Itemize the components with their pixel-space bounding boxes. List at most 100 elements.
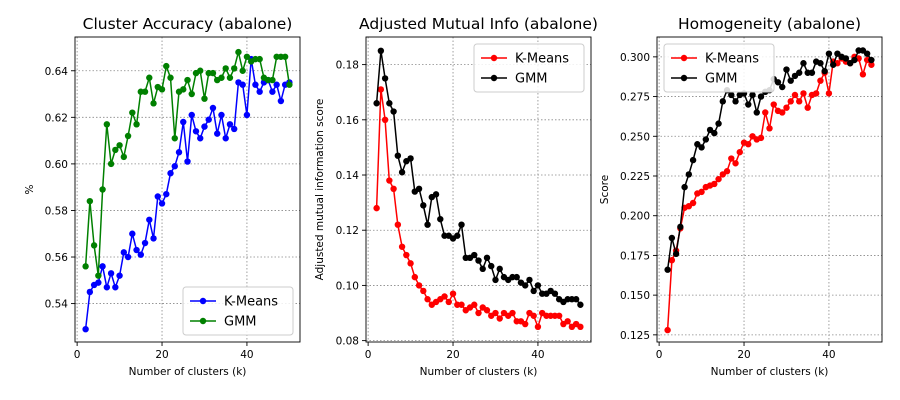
data-point <box>99 263 106 270</box>
y-tick-label: 0.64 <box>45 66 69 78</box>
data-point <box>783 66 790 73</box>
data-point <box>783 104 790 111</box>
data-point <box>239 81 246 88</box>
data-point <box>736 148 743 156</box>
data-point <box>800 90 807 97</box>
chart-title: Cluster Accuracy (abalone) <box>83 15 293 33</box>
data-point <box>534 323 542 331</box>
data-point <box>103 284 111 291</box>
data-point <box>137 251 145 258</box>
data-point <box>116 272 123 279</box>
data-point <box>715 120 722 127</box>
data-point <box>381 116 389 124</box>
data-point <box>133 246 140 254</box>
data-point <box>534 282 542 289</box>
data-point <box>286 81 293 88</box>
data-point <box>120 249 128 256</box>
y-tick-label: 0.62 <box>45 112 68 124</box>
data-point <box>235 48 242 56</box>
data-point <box>214 130 221 137</box>
data-point <box>411 273 419 281</box>
legend-box <box>182 286 294 336</box>
legend-marker <box>680 74 688 82</box>
data-point <box>112 284 119 291</box>
data-point <box>825 50 833 57</box>
data-point <box>445 298 452 306</box>
chart-panel-1: 0 20 40 0.54 0.56 0.58 0.60 0.62 0.64 Cluster Acc… <box>24 15 301 378</box>
data-point <box>817 60 824 67</box>
data-point <box>163 190 170 198</box>
data-point <box>685 171 693 178</box>
data-point <box>530 287 537 295</box>
data-point <box>377 47 385 55</box>
y-tick-label: 0.225 <box>620 171 650 183</box>
data-point <box>167 74 174 81</box>
data-point <box>394 152 402 159</box>
data-point <box>103 121 111 128</box>
data-point <box>398 243 406 250</box>
data-point <box>668 256 676 264</box>
data-point <box>171 135 178 142</box>
data-point <box>230 125 238 133</box>
data-point <box>222 135 229 142</box>
data-point <box>859 71 867 78</box>
y-tick-label: 0.12 <box>336 225 359 237</box>
data-point <box>154 193 161 200</box>
legend-label: GMM <box>224 315 257 330</box>
data-point <box>800 60 807 67</box>
data-point <box>779 109 786 116</box>
data-point <box>808 69 816 76</box>
plot-frame <box>365 36 592 343</box>
data-point <box>728 155 735 162</box>
data-point <box>256 55 263 63</box>
legend-marker <box>490 74 498 82</box>
y-tick-label: 0.56 <box>45 252 69 264</box>
legend-marker <box>199 317 207 325</box>
data-point <box>158 200 166 207</box>
data-point <box>373 204 380 212</box>
data-point <box>572 296 580 303</box>
data-point <box>458 221 465 228</box>
chart-title: Adjusted Mutual Info (abalone) <box>359 15 598 33</box>
legend: K-Means GMM <box>663 43 775 93</box>
y-tick-label: 0.54 <box>45 299 69 311</box>
data-point <box>390 185 397 193</box>
data-point <box>745 101 752 108</box>
legend-label: K-Means <box>224 295 278 310</box>
data-point <box>868 56 875 64</box>
x-axis-label: Number of clusters (k) <box>711 366 829 378</box>
legend-marker <box>199 297 207 305</box>
data-point <box>842 55 850 62</box>
data-point <box>377 86 385 93</box>
data-point <box>711 180 718 188</box>
data-point <box>829 61 837 68</box>
data-point <box>243 53 251 60</box>
data-point <box>825 90 833 97</box>
data-point <box>817 77 824 84</box>
legend-marker <box>680 54 688 62</box>
data-point <box>681 183 688 191</box>
data-point <box>184 76 191 84</box>
data-point <box>672 250 680 258</box>
data-point <box>107 160 115 168</box>
y-axis-label: % <box>24 184 36 194</box>
data-point <box>483 254 491 262</box>
data-point <box>415 185 423 193</box>
data-point <box>209 69 217 77</box>
data-point <box>99 186 106 193</box>
data-point <box>488 262 495 270</box>
data-point <box>757 134 765 142</box>
data-point <box>407 155 414 162</box>
data-point <box>129 230 136 237</box>
data-point <box>564 318 571 325</box>
data-point <box>774 79 782 86</box>
y-tick-label: 0.200 <box>620 211 650 223</box>
legend-box <box>473 43 585 93</box>
data-point <box>95 279 102 286</box>
data-point <box>146 74 153 81</box>
data-point <box>226 74 234 81</box>
data-point <box>407 260 414 267</box>
data-point <box>689 199 697 207</box>
data-point <box>201 95 208 102</box>
